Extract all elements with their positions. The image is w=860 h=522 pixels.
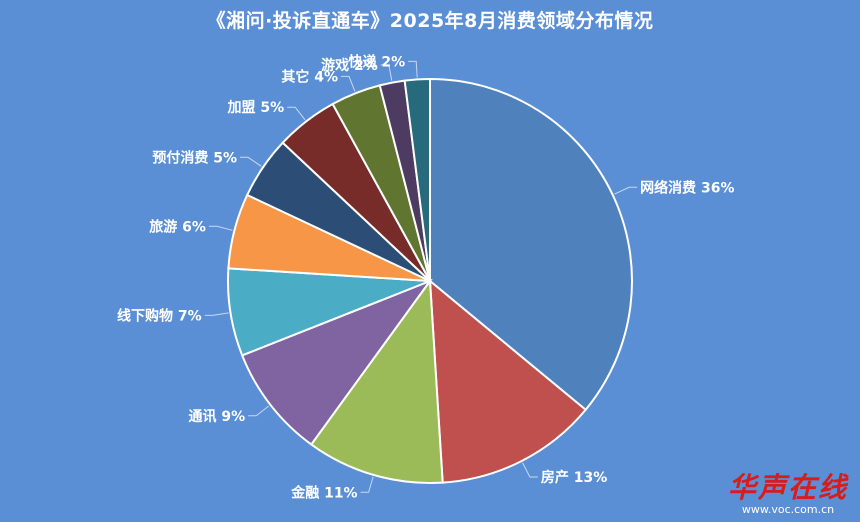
- pie-slice-3: [309, 278, 444, 484]
- pie-slice-2: [428, 278, 588, 484]
- slice-label-5: 线下购物 7%: [117, 307, 202, 324]
- chart-title: 《湘问·投诉直通车》2025年8月消费领域分布情况: [206, 10, 654, 32]
- slice-label-3: 金融 11%: [290, 484, 357, 501]
- leader-line-5: [204, 312, 229, 316]
- slice-label-4: 通讯 9%: [189, 409, 246, 425]
- watermark-logo-text: 华声在线: [728, 471, 849, 504]
- leader-line-10: [380, 64, 393, 81]
- slice-label-8: 加盟 5%: [227, 100, 285, 116]
- slice-label-2: 房产 13%: [541, 469, 607, 486]
- slice-label-7: 预付消费 5%: [152, 149, 237, 166]
- leader-line-6: [208, 225, 233, 231]
- slice-label-9: 其它 4%: [281, 68, 338, 85]
- pie-slice-4: [240, 278, 433, 446]
- slice-label-10: 游戏 2%: [321, 57, 378, 74]
- leader-line-9: [341, 75, 356, 92]
- leader-line-4: [248, 405, 270, 417]
- slice-label-1: 网络消费 36%: [640, 179, 734, 196]
- leader-line-2: [522, 462, 538, 478]
- leader-line-3: [360, 476, 374, 493]
- pie-slice-11: [403, 77, 431, 282]
- watermark-url: www.voc.com.cn: [741, 503, 835, 516]
- slice-label-6: 旅游 6%: [149, 218, 206, 235]
- pie-slice-1: [429, 77, 633, 412]
- leader-line-7: [240, 156, 262, 167]
- slice-label-11: 快递 2%: [349, 53, 406, 70]
- leader-line-1: [614, 186, 638, 195]
- watermark-logo: 华声在线 www.voc.com.cn: [728, 471, 849, 517]
- leader-line-11: [408, 60, 418, 78]
- leader-line-8: [287, 106, 306, 121]
